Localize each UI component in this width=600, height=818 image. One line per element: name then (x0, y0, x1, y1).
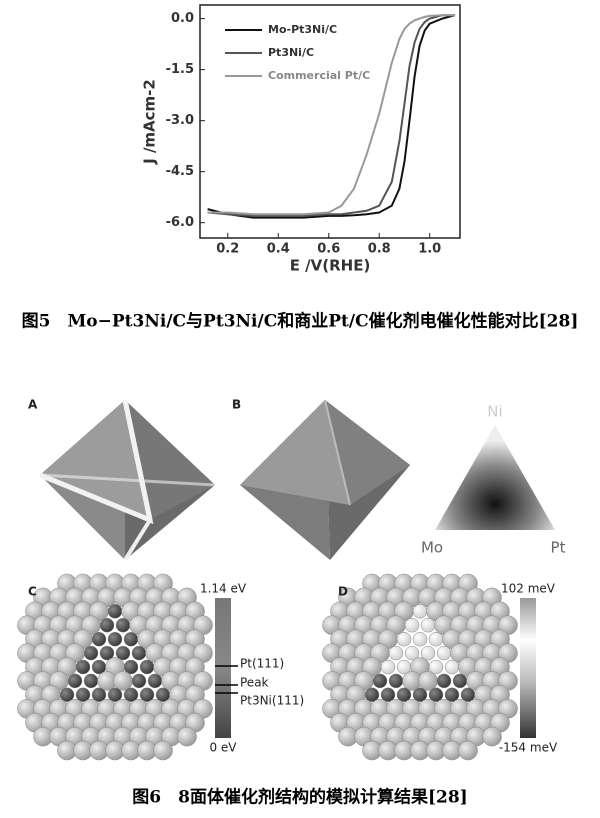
atom (412, 604, 428, 619)
atom (115, 645, 131, 661)
atom (153, 740, 173, 761)
x-tick-label: 1.0 (418, 242, 441, 257)
panel-label: D (338, 585, 348, 599)
atom (412, 687, 428, 703)
x-tick-label: 0.6 (317, 242, 340, 257)
figure-caption: 图6 8面体催化剂结构的模拟计算结果[28] (132, 787, 467, 808)
atom (113, 671, 133, 691)
series-line (207, 14, 455, 216)
atom (444, 687, 460, 703)
atom (131, 673, 147, 689)
x-tick-label: 0.8 (368, 242, 391, 257)
chart: 0.0 -1.5 -3.0 -4.5 -6.0 0.2 0.4 0.6 0.8 1.0 E /V(R… (141, 4, 461, 275)
legend-label: Pt3Ni/C (268, 46, 314, 59)
atom (428, 659, 444, 675)
x-axis-label: E /V(RHE) (290, 257, 371, 275)
atom (420, 645, 436, 661)
atom (436, 645, 452, 661)
x-tick-label: 0.4 (267, 242, 290, 257)
atom (444, 659, 460, 675)
atom (452, 673, 468, 689)
figure-caption: 图5 Mo−Pt3Ni/C与Pt3Ni/C和商业Pt/C催化剂电催化性能对比[2… (22, 311, 579, 332)
ternary-label: Mo (421, 539, 443, 557)
atom (147, 673, 163, 689)
atom (139, 687, 155, 703)
atom (436, 673, 452, 689)
atom (99, 645, 115, 661)
atom (131, 645, 147, 661)
atom (412, 631, 428, 647)
colorbar-label: Pt(111) (240, 657, 284, 671)
colorbar-markers (215, 665, 238, 694)
atom (107, 631, 123, 647)
atom (404, 645, 420, 661)
colorbar (520, 598, 536, 738)
atom (107, 604, 123, 619)
series-line (207, 14, 455, 217)
atom (380, 687, 396, 703)
atom (83, 673, 99, 689)
atom (67, 673, 83, 689)
ternary-label: Ni (487, 403, 502, 421)
atom (139, 659, 155, 675)
x-tick-label: 0.2 (216, 242, 239, 257)
panel-label: C (28, 585, 37, 599)
y-tick-label: 0.0 (171, 11, 194, 26)
atom (388, 673, 404, 689)
atom (396, 631, 412, 647)
atom (83, 645, 99, 661)
colorbar-label: Pt3Ni(111) (240, 694, 304, 708)
atom (123, 631, 139, 647)
atom (388, 645, 404, 661)
atom (372, 673, 388, 689)
legend-label: Mo-Pt3Ni/C (268, 23, 337, 36)
panel-label: B (232, 398, 241, 412)
ternary-plot (435, 425, 555, 530)
clusters (17, 573, 518, 761)
atom (59, 687, 75, 703)
colorbar-label: 1.14 eV (200, 582, 247, 596)
colorbar-label: 102 meV (501, 582, 556, 596)
atom (115, 617, 131, 633)
atom (396, 687, 412, 703)
atom (177, 726, 197, 747)
atom (380, 659, 396, 675)
atom (418, 671, 438, 691)
colorbar-label: -154 meV (499, 741, 558, 755)
colorbar (215, 598, 231, 738)
atom (364, 687, 380, 703)
colorbar-label: 0 eV (209, 741, 237, 755)
y-tick-label: -6.0 (166, 215, 194, 230)
atom (75, 687, 91, 703)
y-axis-label: J /mAcm-2 (141, 79, 159, 165)
atom (91, 687, 107, 703)
atom (428, 687, 444, 703)
atom (75, 659, 91, 675)
octahedron-b (240, 399, 410, 560)
series-line (207, 14, 456, 219)
atom (458, 740, 478, 761)
atom (107, 687, 123, 703)
atom (91, 631, 107, 647)
octahedron-a (39, 399, 216, 562)
atom (428, 631, 444, 647)
y-tick-label: -3.0 (166, 113, 194, 128)
atom (404, 617, 420, 633)
colorbar-label: Peak (240, 676, 269, 690)
atom (482, 726, 502, 747)
panel-label: A (28, 398, 38, 412)
atom (123, 659, 139, 675)
atom (99, 617, 115, 633)
ternary-label: Pt (551, 539, 566, 557)
atom (123, 687, 139, 703)
y-tick-label: -1.5 (166, 62, 194, 77)
legend-label: Commercial Pt/C (268, 69, 370, 82)
atom (420, 617, 436, 633)
plot-frame (199, 4, 461, 239)
y-tick-label: -4.5 (166, 164, 194, 179)
